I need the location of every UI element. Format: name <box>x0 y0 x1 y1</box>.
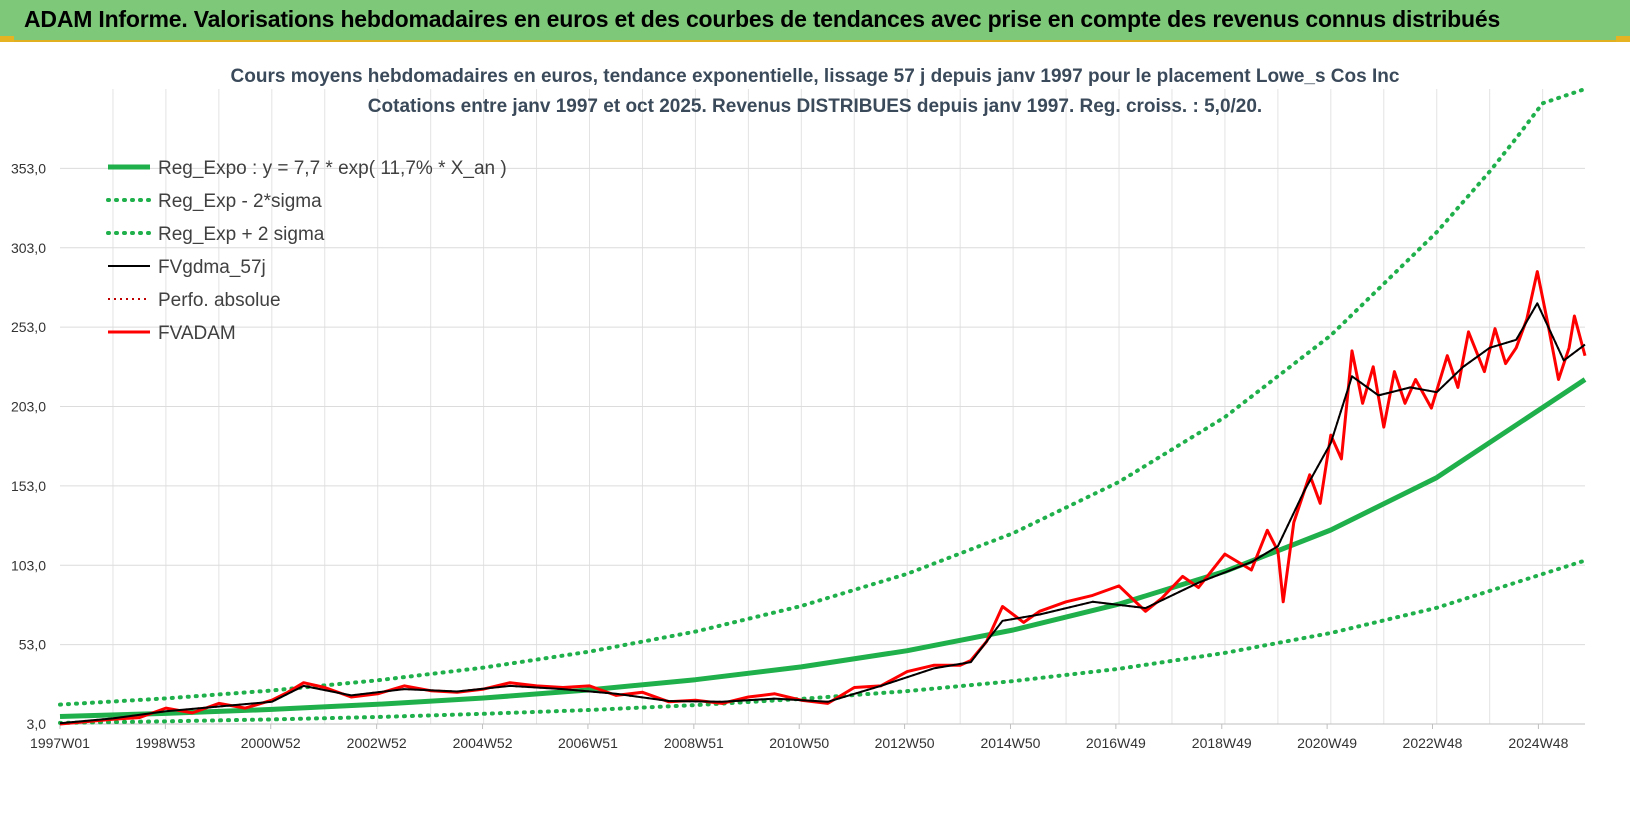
x-tick-label: 2016W49 <box>1086 735 1146 751</box>
chart-subtitle: Cotations entre janv 1997 et oct 2025. R… <box>368 96 1262 117</box>
legend-label: Reg_Exp + 2 sigma <box>158 224 325 245</box>
legend-label: FVgdma_57j <box>158 257 266 278</box>
x-tick-label: 2002W52 <box>347 735 407 751</box>
series-line-3 <box>59 302 1586 725</box>
series-line-0 <box>59 377 1587 719</box>
y-tick-label: 203,0 <box>11 399 46 415</box>
y-tick-label: 153,0 <box>11 478 46 494</box>
x-tick-label: 2022W48 <box>1403 735 1463 751</box>
x-tick-label: 2014W50 <box>981 735 1041 751</box>
x-tick-label: 2018W49 <box>1192 735 1252 751</box>
axes: 3,0 53,0 103,0 153,0 203,0 253,0 303,0 353,0 199… <box>11 160 1585 751</box>
x-tick-label: 2008W51 <box>664 735 724 751</box>
x-tick-label: 1998W53 <box>135 735 195 751</box>
x-tick-label: 2024W48 <box>1508 735 1568 751</box>
x-tick-label: 1997W01 <box>30 735 90 751</box>
corner-marker-right <box>1616 36 1630 42</box>
corner-marker-left <box>0 36 14 42</box>
x-tick-label: 2012W50 <box>875 735 935 751</box>
x-tick-label: 2000W52 <box>241 735 301 751</box>
y-tick-label: 303,0 <box>11 240 46 256</box>
y-tick-label: 353,0 <box>11 160 46 176</box>
series <box>58 87 1587 726</box>
chart-title: Cours moyens hebdomadaires en euros, ten… <box>231 66 1400 87</box>
x-tick-label: 2010W50 <box>769 735 829 751</box>
legend-label: Reg_Expo : y = 7,7 * exp( 11,7% * X_an ) <box>158 158 507 179</box>
legend-label: Perfo. absolue <box>158 290 281 311</box>
series-line-2 <box>58 87 1587 707</box>
line-chart: Cours moyens hebdomadaires en euros, ten… <box>11 66 1587 751</box>
legend: Reg_Expo : y = 7,7 * exp( 11,7% * X_an )… <box>106 158 507 344</box>
legend-label: Reg_Exp - 2*sigma <box>158 191 322 212</box>
chart-container: Cours moyens hebdomadaires en euros, ten… <box>0 44 1630 815</box>
x-tick-label: 2020W49 <box>1297 735 1357 751</box>
grid <box>60 89 1585 725</box>
series-line-5 <box>59 270 1587 726</box>
x-tick-label: 2006W51 <box>558 735 618 751</box>
x-tick-label: 2004W52 <box>453 735 513 751</box>
header-banner: ADAM Informe. Valorisations hebdomadaire… <box>0 0 1630 42</box>
y-tick-label: 253,0 <box>11 319 46 335</box>
legend-label: FVADAM <box>158 323 236 344</box>
y-tick-label: 3,0 <box>27 716 47 732</box>
header-title: ADAM Informe. Valorisations hebdomadaire… <box>24 6 1501 32</box>
y-tick-label: 103,0 <box>11 557 46 573</box>
y-tick-label: 53,0 <box>19 637 46 653</box>
series-line-1 <box>58 558 1587 725</box>
